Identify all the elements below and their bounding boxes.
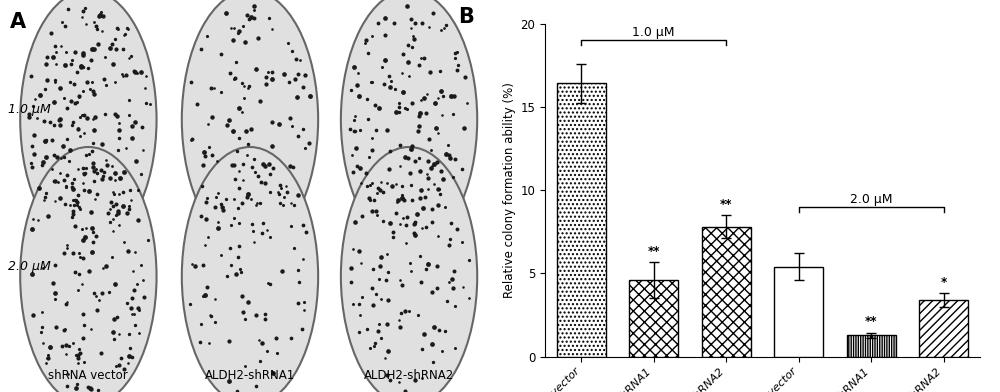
Ellipse shape [20,147,157,392]
Text: 1.0 μM: 1.0 μM [8,103,50,116]
Text: shRNA vector: shRNA vector [48,369,128,382]
Bar [847,335,896,357]
Bar [702,227,751,357]
Bar [774,267,823,357]
Text: B: B [458,7,474,27]
Ellipse shape [341,0,477,249]
Bar [629,280,678,357]
Text: *: * [941,276,947,289]
Y-axis label: Relative colony formation ability (%): Relative colony formation ability (%) [503,82,516,298]
Text: **: ** [648,245,660,258]
Ellipse shape [341,147,477,392]
Text: ALDH2-shRNA2: ALDH2-shRNA2 [364,369,454,382]
Bar [919,300,968,357]
Ellipse shape [20,0,157,249]
Ellipse shape [182,0,318,249]
Text: **: ** [720,198,732,211]
Text: A: A [10,12,26,32]
Bar [557,83,606,357]
Text: ALDH2-shRNA1: ALDH2-shRNA1 [205,369,295,382]
Text: 1.0 μM: 1.0 μM [633,26,675,39]
Text: 2.0 μM: 2.0 μM [8,260,50,273]
Text: **: ** [865,316,878,328]
Ellipse shape [182,147,318,392]
Text: 2.0 μM: 2.0 μM [850,193,893,206]
